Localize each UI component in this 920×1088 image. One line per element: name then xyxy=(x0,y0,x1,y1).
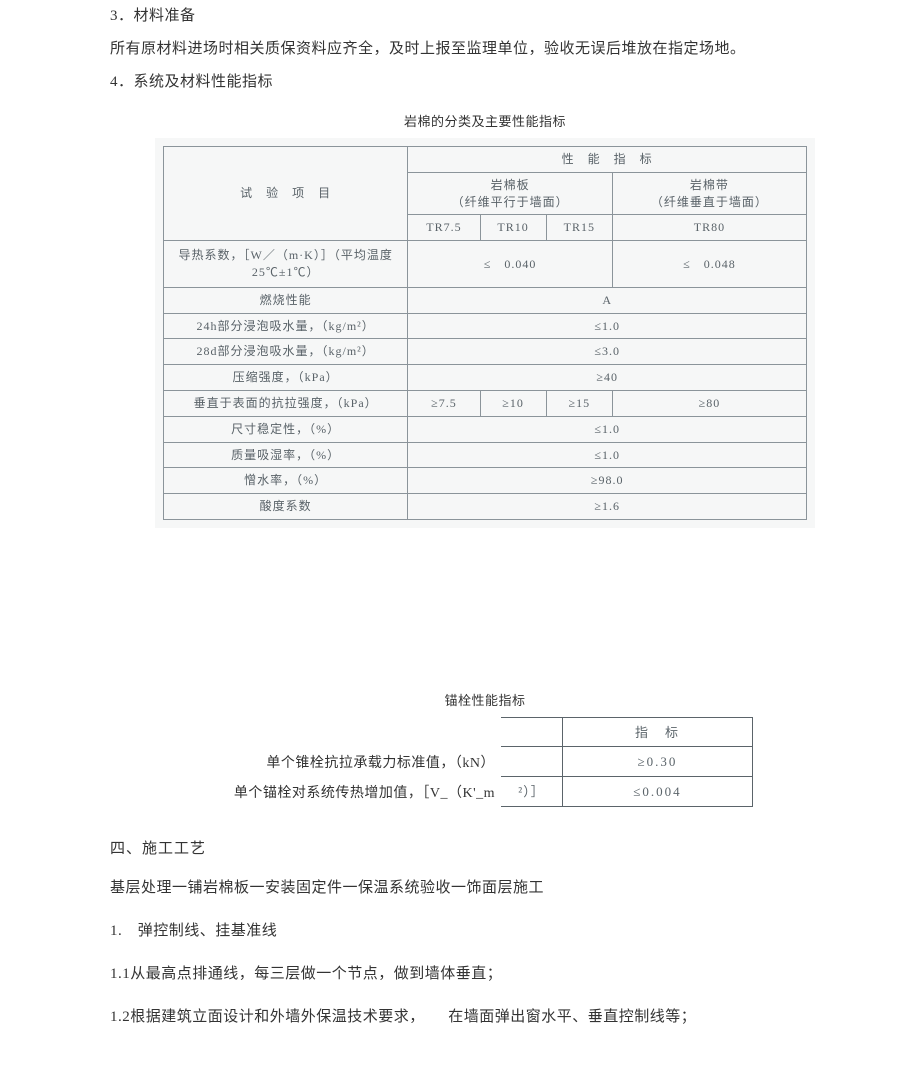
section-4-head: 四、施工工艺 xyxy=(110,837,860,858)
t1-row-val: ≤1.0 xyxy=(408,442,807,468)
table2-caption: 锚栓性能指标 xyxy=(110,690,860,709)
t1-h-perf: 性 能 指 标 xyxy=(408,147,807,173)
table1-container: 试 验 项 目 性 能 指 标 岩棉板 （纤维平行于墙面） 岩棉带 （纤维垂直于… xyxy=(155,138,815,528)
body-p3: 1.1从最高点排通线，每三层做一个节点，做到墙体垂直； xyxy=(110,962,860,983)
t1-row-name: 尺寸稳定性，（%） xyxy=(164,416,408,442)
t1-sub-a1: TR10 xyxy=(480,215,546,241)
t1-sub-a2: TR15 xyxy=(546,215,612,241)
t2-h-val: 指 标 xyxy=(563,717,753,747)
t1-h-test-item: 试 验 项 目 xyxy=(164,147,408,241)
para-3-body: 所有原材料进场时相关质保资料应齐全，及时上报至监理单位，验收无误后堆放在指定场地… xyxy=(110,33,860,66)
table1-caption: 岩棉的分类及主要性能指标 xyxy=(110,111,860,130)
para-3-title: 3．材料准备 xyxy=(110,0,860,33)
t1-row-name: 燃烧性能 xyxy=(164,287,408,313)
t1-sub-b: TR80 xyxy=(612,215,806,241)
t1-row-name: 酸度系数 xyxy=(164,494,408,520)
body-p2: 1. 弹控制线、挂基准线 xyxy=(110,919,860,940)
table2-container: 指 标 单个锥栓抗拉承载力标准值，（kN） ≥0.30 单个锚栓对系统传热增加值，［… xyxy=(155,717,815,807)
t1-row-name: 24h部分浸泡吸水量，（kg/m²） xyxy=(164,313,408,339)
t1-row-val-a0: ≥7.5 xyxy=(408,390,480,416)
body-p4: 1.2根据建筑立面设计和外墙外保温技术要求， 在墙面弹出窗水平、垂直控制线等； xyxy=(110,1005,860,1026)
t1-row-name: 压缩强度，（kPa） xyxy=(164,365,408,391)
t2-row-mid xyxy=(501,747,563,777)
t1-row-name: 28d部分浸泡吸水量，（kg/m²） xyxy=(164,339,408,365)
t1-row-val: ≤1.0 xyxy=(408,416,807,442)
body-p1: 基层处理一铺岩棉板一安装固定件一保温系统验收一饰面层施工 xyxy=(110,876,860,897)
t1-h-col-a: 岩棉板 （纤维平行于墙面） xyxy=(408,172,613,215)
t1-sub-a0: TR7.5 xyxy=(408,215,480,241)
t1-row-val-a: ≤ 0.040 xyxy=(408,241,613,288)
t1-row-val: ≥98.0 xyxy=(408,468,807,494)
t1-row-name: 质量吸湿率，（%） xyxy=(164,442,408,468)
t1-row-val: A xyxy=(408,287,807,313)
t1-row-val-a2: ≥15 xyxy=(546,390,612,416)
t2-row-label: 单个锚栓对系统传热增加值，［V_（K'_m xyxy=(155,782,501,802)
t2-row-val: ≤0.004 xyxy=(563,777,753,807)
t1-row-val-b: ≥80 xyxy=(612,390,806,416)
para-4-title: 4．系统及材料性能指标 xyxy=(110,66,860,99)
t1-row-val: ≥1.6 xyxy=(408,494,807,520)
t2-row-val: ≥0.30 xyxy=(563,747,753,777)
table1: 试 验 项 目 性 能 指 标 岩棉板 （纤维平行于墙面） 岩棉带 （纤维垂直于… xyxy=(163,146,807,520)
t1-h-col-b: 岩棉带 （纤维垂直于墙面） xyxy=(612,172,806,215)
t1-row-val: ≤1.0 xyxy=(408,313,807,339)
t1-row-val-a1: ≥10 xyxy=(480,390,546,416)
t1-row-val-b: ≤ 0.048 xyxy=(612,241,806,288)
t1-row-name: 憎水率，（%） xyxy=(164,468,408,494)
t1-row-val: ≤3.0 xyxy=(408,339,807,365)
t2-row-label: 单个锥栓抗拉承载力标准值，（kN） xyxy=(155,752,501,772)
t2-h-mid xyxy=(501,717,563,747)
t2-row-mid: ²）］ xyxy=(501,777,563,807)
t1-row-name: 垂直于表面的抗拉强度，（kPa） xyxy=(164,390,408,416)
t1-row-name: 导热系数，［W／（m·K）］（平均温度25℃±1℃） xyxy=(164,241,408,288)
t1-row-val: ≥40 xyxy=(408,365,807,391)
